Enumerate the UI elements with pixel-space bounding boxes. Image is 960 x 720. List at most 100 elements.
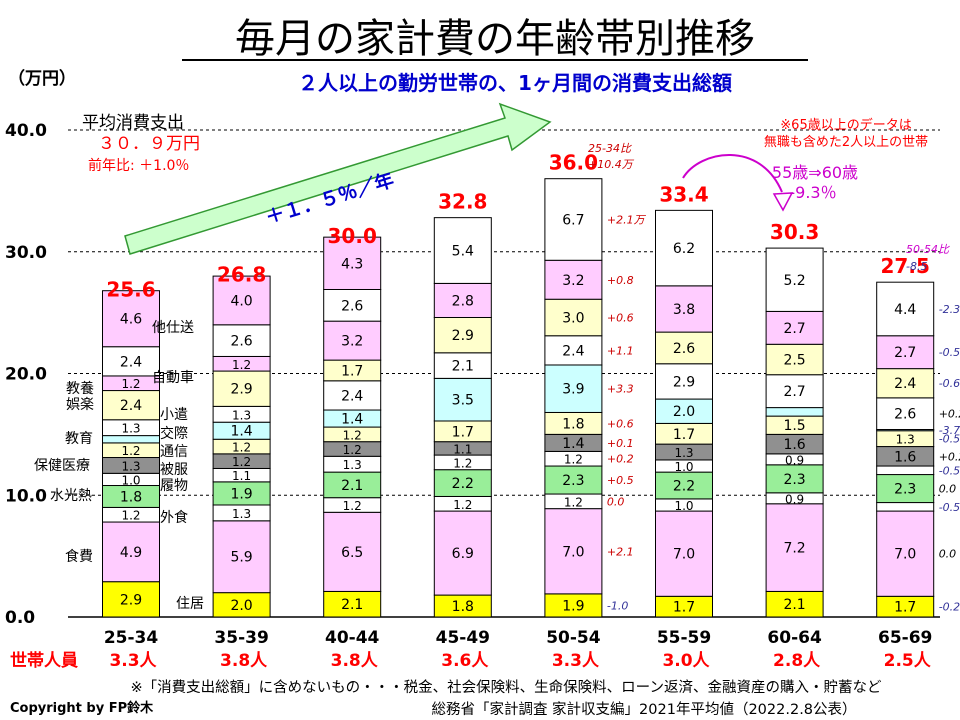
bar-segment-housing (212, 592, 271, 618)
total-label: 27.5 (881, 254, 930, 278)
household-size: 3.3人 (552, 651, 600, 671)
segment-value-label: 1.3 (121, 459, 140, 473)
segment-value-label: 1.5 (783, 418, 805, 434)
change-label: 0.0 (939, 548, 957, 561)
segment-value-label: 6.2 (673, 241, 695, 257)
segment-value-label: 1.8 (120, 489, 142, 505)
segment-value-label: 4.6 (120, 312, 142, 328)
segment-value-label: 1.6 (894, 449, 916, 465)
change-label: -0.5 (939, 346, 960, 359)
legend-label-clothing: 履物 (160, 478, 188, 494)
segment-value-label: 4.4 (894, 302, 916, 318)
bar-segment-recreation (765, 343, 824, 376)
segment-value-label: 0.9 (785, 492, 804, 506)
segment-value-label: 1.2 (564, 495, 583, 509)
trend-arrow (124, 102, 552, 255)
change-label: +2.1 (607, 545, 634, 558)
household-size: 2.8人 (773, 651, 821, 671)
segment-value-label: 6.9 (452, 546, 474, 562)
change-label: +0.2 (607, 453, 634, 466)
total-label: 36.0 (549, 151, 598, 175)
bar-segment-food (765, 503, 824, 592)
bar-segment-utilities (876, 474, 935, 504)
bar-segment-car (655, 209, 713, 287)
bar-segment-car (433, 217, 492, 284)
change-label: +0.6 (607, 417, 634, 430)
segment-value-label: 2.8 (452, 293, 474, 309)
change-label: 0.0 (607, 495, 625, 508)
segment-value-label: 4.3 (341, 256, 363, 272)
legend-label-car: 自動車 (152, 369, 194, 386)
total-label: 30.0 (328, 224, 377, 248)
household-size: 2.5人 (884, 651, 932, 671)
y-tick-label: 20.0 (5, 365, 47, 385)
segment-value-label: 3.9 (562, 382, 584, 398)
segment-value-label: 1.4 (230, 424, 252, 440)
segment-value-label: 2.7 (783, 321, 805, 337)
bar-segment-recreation (102, 390, 160, 421)
segment-value-label: 1.7 (452, 424, 474, 440)
total-label: 25.6 (106, 277, 155, 301)
segment-value-label: 1.3 (232, 507, 251, 521)
segment-value-label: 1.7 (673, 600, 695, 616)
shift-arrow-head (772, 192, 794, 212)
annotations-group: -1.0 +2.1 0.0 +0.5 +0.2 +0.1 +0.6 +3.3 +1.1 +0.6 +… (34, 213, 960, 613)
bar-segment-education (544, 335, 603, 366)
segment-value-label: 1.3 (121, 422, 140, 436)
avg-value: ３０．９万円 (98, 134, 200, 154)
segment-value-label: 7.2 (783, 541, 805, 557)
segment-value-label: 7.0 (894, 547, 916, 563)
segment-value-label: 2.1 (341, 478, 363, 494)
x-tick-label: 25-34 (104, 628, 159, 648)
household-size: 3.8人 (220, 651, 268, 671)
segment-value-label: 5.2 (783, 273, 805, 289)
segment-value-label: 2.7 (894, 345, 916, 361)
change-label: -0.5 (939, 464, 960, 477)
segment-value-label: 1.9 (230, 486, 252, 502)
legend-label-housing: 住居 (176, 596, 204, 612)
legend-label-health: 保健医療 (34, 457, 90, 474)
bar-segment-car (323, 288, 382, 322)
bar-segment-utilities (433, 469, 492, 497)
change-label: 0.0 (939, 483, 957, 496)
segment-value-label: 3.8 (673, 302, 695, 318)
change-label: -0.6 (939, 377, 960, 390)
page-title: 毎月の家計費の年齢帯別推移 (235, 16, 755, 62)
bar-segment-car (876, 281, 935, 337)
segment-value-label: 1.0 (674, 499, 693, 513)
bar-segment-food (655, 510, 713, 597)
note-65-line2: 無職も含めた2人以上の世帯 (764, 134, 928, 150)
segment-value-label: 2.1 (341, 597, 363, 613)
total-label: 30.3 (770, 220, 819, 244)
segment-value-label: 2.2 (673, 479, 695, 495)
segment-value-label: 1.4 (341, 412, 363, 428)
bar-segment-car (544, 178, 603, 261)
segment-value-label: 2.5 (783, 352, 805, 368)
segment-value-label: 1.9 (562, 598, 584, 614)
segment-value-label: 7.0 (673, 547, 695, 563)
bar-segment-recreation (212, 370, 271, 407)
legend-label-utilities: 水光熱 (50, 488, 92, 504)
segment-value-label: 1.8 (452, 599, 474, 615)
shift-label: 55歳⇒60歳 (772, 163, 858, 182)
legend-label-allowance: 小遣 (160, 407, 188, 423)
segment-value-label: 3.2 (341, 334, 363, 350)
segment-value-label: 1.2 (121, 509, 140, 523)
x-tick-label: 65-69 (878, 628, 932, 648)
change-label: -0.5 (939, 433, 960, 446)
change-label: -0.2 (939, 601, 960, 614)
change-label: +0.1 (607, 437, 634, 450)
segment-value-label: 1.4 (562, 436, 584, 452)
avg-label: 平均消費支出 (82, 113, 184, 133)
segment-value-label: 1.0 (674, 460, 693, 474)
segment-value-label: 1.2 (343, 499, 362, 513)
segment-value-label: 2.3 (783, 472, 805, 488)
segment-value-label: 1.3 (674, 446, 693, 460)
segment-value-label: 2.6 (230, 334, 252, 350)
bar-segment-car (212, 324, 271, 357)
bar-segment-food (876, 510, 935, 597)
bar-segment-utilities (655, 471, 713, 500)
bar-segment-education (765, 374, 824, 409)
household-size: 3.6人 (441, 651, 489, 671)
change-label: +0.6 (607, 311, 634, 324)
